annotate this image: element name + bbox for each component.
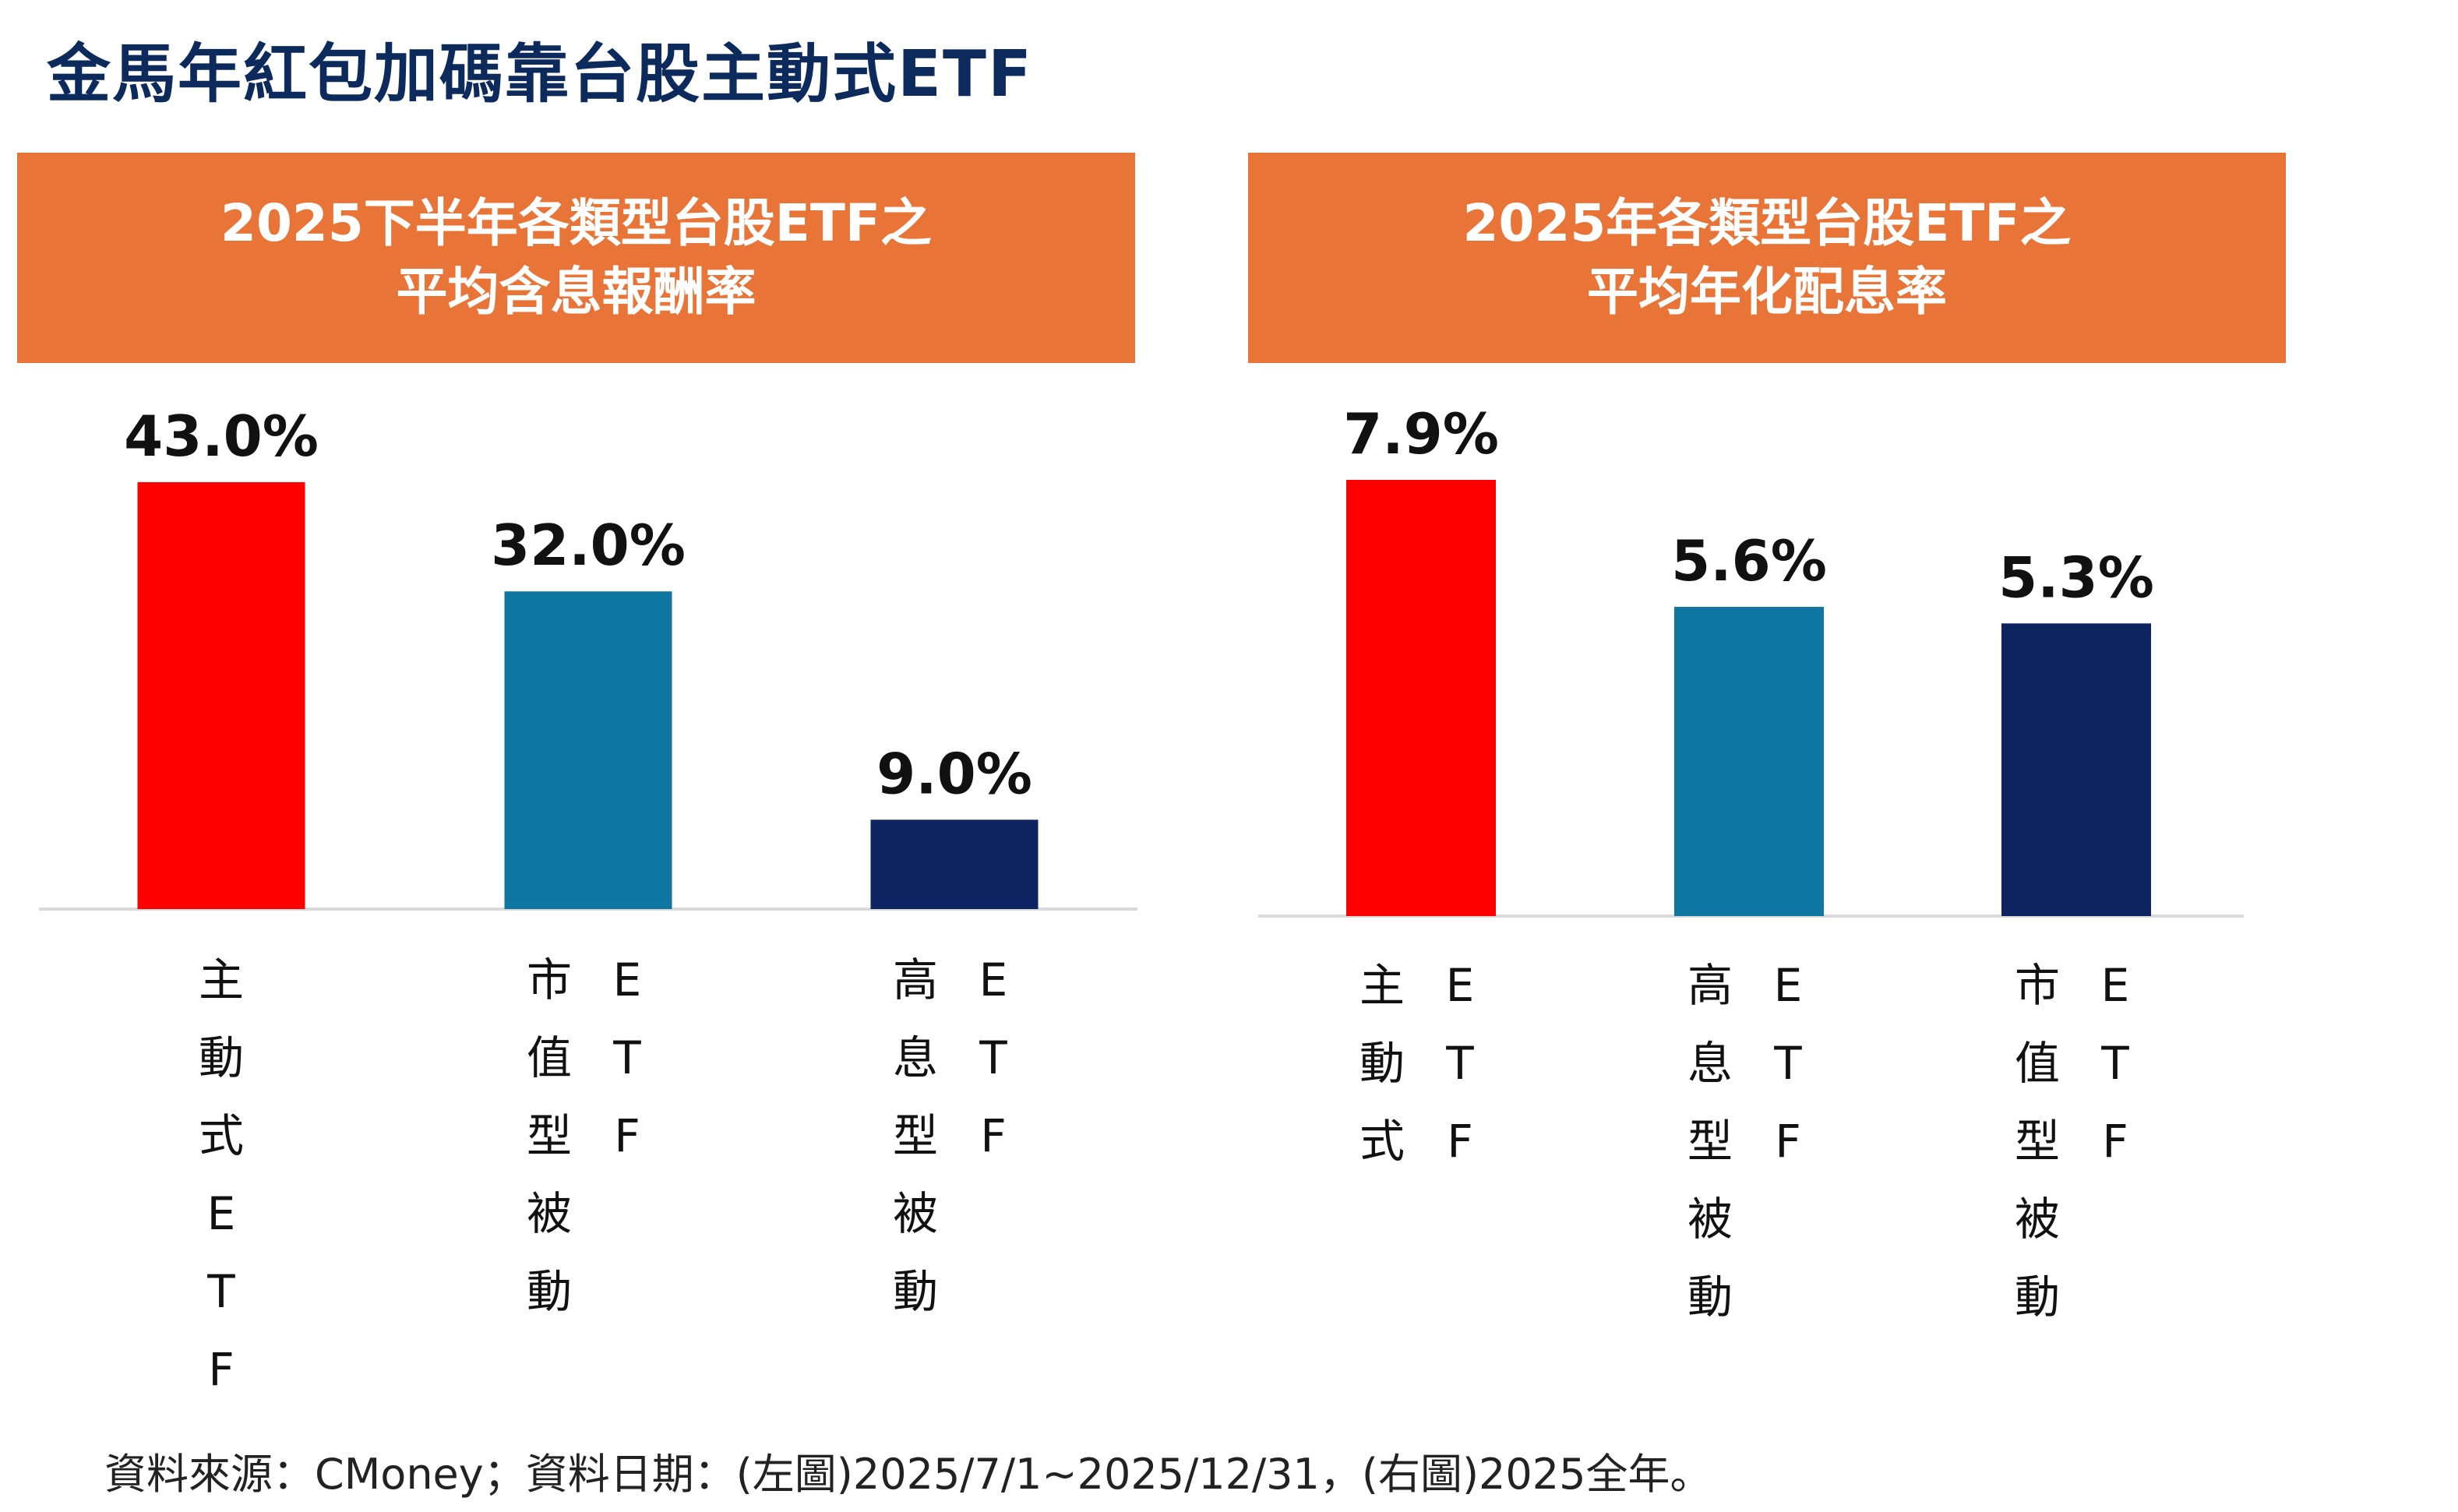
right-chart-value-label-1: 7.9% (1343, 401, 1499, 467)
right-chart-category-char: F (1775, 1115, 1800, 1168)
right-chart-category-char: T (2100, 1037, 2129, 1090)
left-chart-value-label-1: 43.0% (124, 404, 319, 469)
left-chart-category-char: 值 (527, 1031, 572, 1084)
right-chart-category-char: 市 (2015, 959, 2060, 1012)
right-chart-category-char: 主 (1359, 959, 1405, 1012)
left-chart-category-char: F (208, 1343, 234, 1396)
right-chart-category-char: F (2102, 1115, 2128, 1168)
left-chart-category-char: T (979, 1031, 1007, 1084)
left-chart-category-char: 被 (893, 1187, 938, 1240)
source-note: 資料來源：CMoney；資料日期：(左圖)2025/7/1~2025/12/31… (104, 1450, 1712, 1499)
right-chart-category-char: E (2101, 959, 2130, 1012)
left-chart-category-char: E (613, 953, 642, 1006)
right-chart-category-char: F (1447, 1115, 1472, 1168)
left-chart-title-line-2: 平均含息報酬率 (396, 262, 756, 322)
right-chart-title-line-1: 2025年各類型台股ETF之 (1462, 193, 2072, 253)
left-chart-category-char: 動 (893, 1265, 938, 1318)
right-chart-bar-1 (1346, 480, 1496, 916)
right-chart-category-char: 被 (1687, 1193, 1733, 1246)
left-chart-category-char: 型 (893, 1109, 938, 1162)
right-chart-category-char: 高 (1687, 959, 1733, 1012)
left-chart-value-label-2: 32.0% (491, 513, 686, 578)
left-chart-category-char: E (979, 953, 1008, 1006)
left-chart-category-char: F (614, 1109, 640, 1162)
right-chart-value-label-2: 5.6% (1671, 528, 1827, 594)
left-chart-bar-2 (504, 591, 672, 909)
right-chart-category-char: E (1446, 959, 1475, 1012)
left-chart-header: 2025下半年各類型台股ETF之 平均含息報酬率 (17, 153, 1135, 363)
left-chart-bar-1 (137, 482, 305, 909)
right-chart-category-char: 被 (2015, 1193, 2060, 1246)
left-chart-category-char: 式 (199, 1109, 244, 1162)
right-chart-category-char: 息 (1687, 1037, 1733, 1090)
right-chart-title-line-2: 平均年化配息率 (1587, 262, 1947, 322)
left-chart-category-label-1: 主動式ETF (199, 953, 244, 1396)
right-chart-category-char: 動 (1359, 1037, 1405, 1090)
left-chart-value-label-3: 9.0% (876, 741, 1032, 806)
right-chart-category-char: T (1773, 1037, 1802, 1090)
left-chart-title-line-1: 2025下半年各類型台股ETF之 (220, 193, 932, 253)
left-chart-category-char: E (207, 1187, 236, 1240)
right-chart-bar-2 (1674, 607, 1824, 916)
right-chart-category-char: 型 (1687, 1115, 1733, 1168)
left-chart-bar-3 (870, 819, 1039, 909)
right-chart-value-label-3: 5.3% (1998, 545, 2154, 610)
left-chart-category-char: 息 (893, 1031, 938, 1084)
right-chart-category-label-1: ETF 主動式 (1359, 959, 1474, 1168)
right-chart-category-char: T (1445, 1037, 1474, 1090)
page-title: 金馬年紅包加碼靠台股主動式ETF (47, 37, 1033, 111)
right-chart-category-char: 動 (1687, 1271, 1733, 1323)
left-chart-category-char: 市 (527, 953, 572, 1006)
left-chart-category-char: 被 (527, 1187, 572, 1240)
left-chart-category-char: 型 (527, 1109, 572, 1162)
left-chart-category-char: 動 (527, 1265, 572, 1318)
left-chart-category-char: 動 (199, 1031, 244, 1084)
left-chart-category-char: T (206, 1265, 235, 1318)
right-chart-category-char: 型 (2015, 1115, 2060, 1168)
left-chart-category-char: 高 (893, 953, 938, 1006)
right-chart-category-char: 式 (1359, 1115, 1405, 1168)
right-chart-category-char: E (1774, 959, 1803, 1012)
right-chart-bar-3 (2001, 623, 2151, 916)
right-chart-category-char: 動 (2015, 1271, 2060, 1323)
left-chart-category-char: T (612, 1031, 641, 1084)
right-chart-category-char: 值 (2015, 1037, 2060, 1090)
right-chart-header: 2025年各類型台股ETF之 平均年化配息率 (1248, 153, 2286, 363)
left-chart-category-char: 主 (199, 953, 244, 1006)
left-chart-category-char: F (980, 1109, 1006, 1162)
